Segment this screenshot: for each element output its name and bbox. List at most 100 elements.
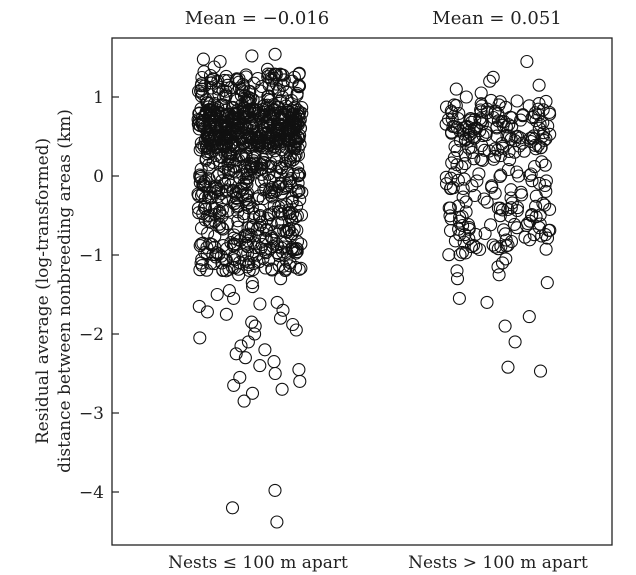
- data-point-group-2: [476, 153, 490, 167]
- data-point-group-1: [246, 280, 260, 294]
- data-point-group-1: [237, 394, 251, 408]
- data-point-group-2: [498, 319, 512, 333]
- data-point-group-1: [202, 161, 216, 175]
- data-point-group-2: [472, 167, 486, 181]
- data-point-group-1: [289, 148, 303, 162]
- data-point-group-2: [532, 78, 546, 92]
- data-point-group-2: [510, 201, 525, 215]
- data-point-group-2: [480, 102, 494, 116]
- data-point-group-1: [283, 149, 297, 163]
- data-point-group-1: [194, 169, 208, 183]
- data-point-group-2: [510, 94, 524, 108]
- data-point-group-1: [245, 248, 259, 262]
- data-point-group-1: [191, 84, 206, 98]
- data-point-group-2: [474, 152, 488, 167]
- data-point-group-2: [447, 98, 461, 112]
- data-point-group-1: [217, 160, 231, 174]
- data-point-group-2: [462, 232, 476, 246]
- data-point-group-1: [258, 242, 272, 256]
- data-point-group-2: [523, 168, 537, 183]
- data-point-group-2: [538, 178, 552, 193]
- data-point-group-2: [459, 195, 473, 209]
- data-point-group-2: [505, 196, 519, 210]
- data-point-group-1: [228, 253, 242, 267]
- data-point-group-2: [532, 176, 546, 190]
- data-point-group-2: [462, 222, 476, 236]
- data-point-group-2: [527, 132, 541, 146]
- data-point-group-1: [295, 185, 309, 199]
- data-point-group-2: [450, 158, 464, 172]
- y-tick-label: −1: [79, 246, 104, 266]
- data-point-group-2: [502, 129, 517, 143]
- data-point-group-1: [208, 229, 222, 243]
- data-point-group-1: [241, 335, 255, 349]
- data-point-group-1: [212, 217, 226, 231]
- data-point-group-1: [241, 240, 255, 254]
- data-point-group-1: [275, 113, 289, 127]
- data-point-group-1: [283, 135, 297, 149]
- data-point-group-1: [229, 191, 243, 205]
- data-point-group-2: [450, 264, 464, 278]
- data-point-group-2: [501, 360, 515, 374]
- data-point-group-1: [191, 201, 205, 215]
- data-point-group-1: [239, 68, 253, 82]
- data-point-group-1: [285, 195, 299, 209]
- data-point-group-1: [289, 246, 303, 260]
- data-point-group-1: [191, 117, 205, 131]
- data-point-group-1: [222, 165, 236, 179]
- data-point-group-1: [222, 284, 236, 298]
- data-point-group-1: [210, 287, 224, 302]
- data-point-group-1: [247, 256, 261, 271]
- data-point-group-2: [523, 233, 537, 247]
- data-point-group-2: [527, 228, 541, 242]
- data-point-group-2: [458, 157, 472, 171]
- data-point-group-1: [282, 205, 296, 219]
- data-point-group-1: [240, 189, 254, 203]
- data-point-group-2: [533, 217, 547, 231]
- data-point-group-1: [279, 99, 293, 113]
- data-point-group-1: [200, 305, 214, 319]
- data-point-group-1: [248, 319, 262, 333]
- data-point-group-1: [250, 136, 264, 150]
- data-point-group-1: [264, 217, 278, 231]
- data-point-group-2: [479, 125, 494, 139]
- data-point-group-2: [492, 268, 506, 282]
- data-point-group-1: [231, 220, 245, 234]
- data-point-group-1: [260, 107, 274, 121]
- data-point-group-2: [452, 291, 466, 305]
- data-point-group-1: [275, 245, 290, 259]
- data-point-group-2: [452, 214, 467, 228]
- data-point-group-1: [245, 276, 259, 290]
- data-point-group-2: [450, 272, 465, 286]
- data-point-group-1: [258, 343, 272, 357]
- mean-label-group-2: Mean = 0.051: [432, 8, 561, 29]
- data-point-group-1: [200, 147, 215, 161]
- data-point-group-1: [275, 382, 289, 396]
- data-point-group-1: [276, 90, 290, 104]
- data-point-group-2: [453, 134, 468, 148]
- data-point-group-2: [516, 108, 530, 122]
- data-point-group-1: [290, 245, 304, 259]
- y-axis-title-line-2: distance between nonbreeding areas (km): [55, 109, 75, 473]
- mean-label-group-1: Mean = −0.016: [185, 8, 330, 29]
- x-category-label-2: Nests > 100 m apart: [408, 553, 588, 573]
- data-point-group-1: [227, 378, 241, 392]
- data-point-group-2: [496, 118, 510, 132]
- data-point-group-1: [253, 359, 267, 373]
- data-point-group-2: [539, 94, 553, 108]
- data-point-group-2: [452, 222, 466, 236]
- data-point-group-1: [273, 126, 287, 140]
- data-point-group-1: [273, 67, 287, 81]
- data-point-group-2: [508, 335, 522, 349]
- data-point-group-2: [484, 218, 498, 232]
- data-point-group-1: [208, 186, 222, 200]
- data-point-group-2: [490, 120, 504, 134]
- data-point-group-1: [253, 218, 267, 232]
- data-point-group-1: [257, 156, 271, 170]
- data-point-group-1: [212, 183, 226, 197]
- data-point-group-2: [477, 192, 491, 206]
- data-point-group-1: [284, 119, 298, 133]
- data-point-group-2: [439, 170, 453, 184]
- data-point-group-1: [292, 262, 306, 276]
- data-point-group-1: [208, 96, 222, 111]
